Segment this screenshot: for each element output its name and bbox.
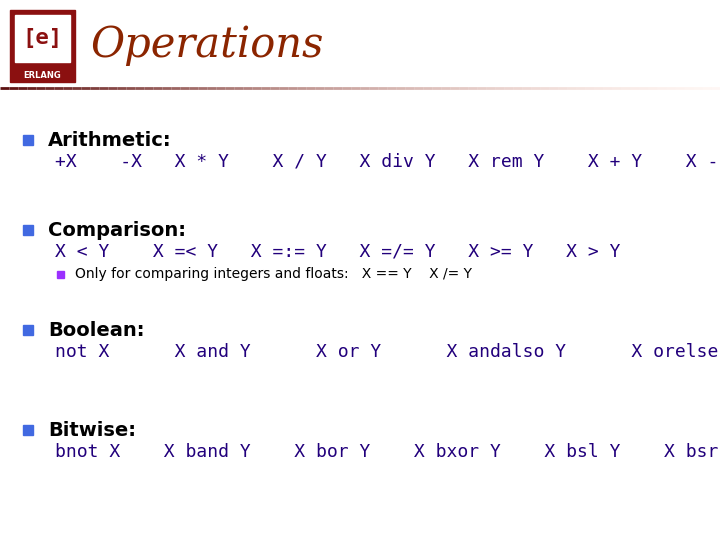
Text: Operations: Operations	[90, 24, 323, 66]
Bar	[23, 325, 33, 335]
Text: not X      X and Y      X or Y      X andalso Y      X orelse Y: not X X and Y X or Y X andalso Y X orels…	[55, 343, 720, 361]
Text: Boolean:: Boolean:	[48, 321, 145, 340]
Text: [e]: [e]	[22, 28, 63, 48]
Text: Arithmetic:: Arithmetic:	[48, 131, 171, 150]
Text: Only for comparing integers and floats:   X == Y    X /= Y: Only for comparing integers and floats: …	[75, 267, 472, 281]
Bar	[23, 135, 33, 145]
Text: bnot X    X band Y    X bor Y    X bxor Y    X bsl Y    X bsr Y: bnot X X band Y X bor Y X bxor Y X bsl Y…	[55, 443, 720, 461]
Text: ERLANG: ERLANG	[24, 71, 61, 79]
Bar	[23, 425, 33, 435]
Bar	[56, 271, 63, 278]
Bar	[10, 10, 75, 82]
Bar	[23, 225, 33, 235]
Text: +X    -X   X * Y    X / Y   X div Y   X rem Y    X + Y    X - Y: +X -X X * Y X / Y X div Y X rem Y X + Y …	[55, 153, 720, 171]
Text: Bitwise:: Bitwise:	[48, 421, 136, 440]
Text: Comparison:: Comparison:	[48, 220, 186, 240]
Bar	[15, 15, 70, 62]
Text: X < Y    X =< Y   X =:= Y   X =/= Y   X >= Y   X > Y: X < Y X =< Y X =:= Y X =/= Y X >= Y X > …	[55, 243, 621, 261]
